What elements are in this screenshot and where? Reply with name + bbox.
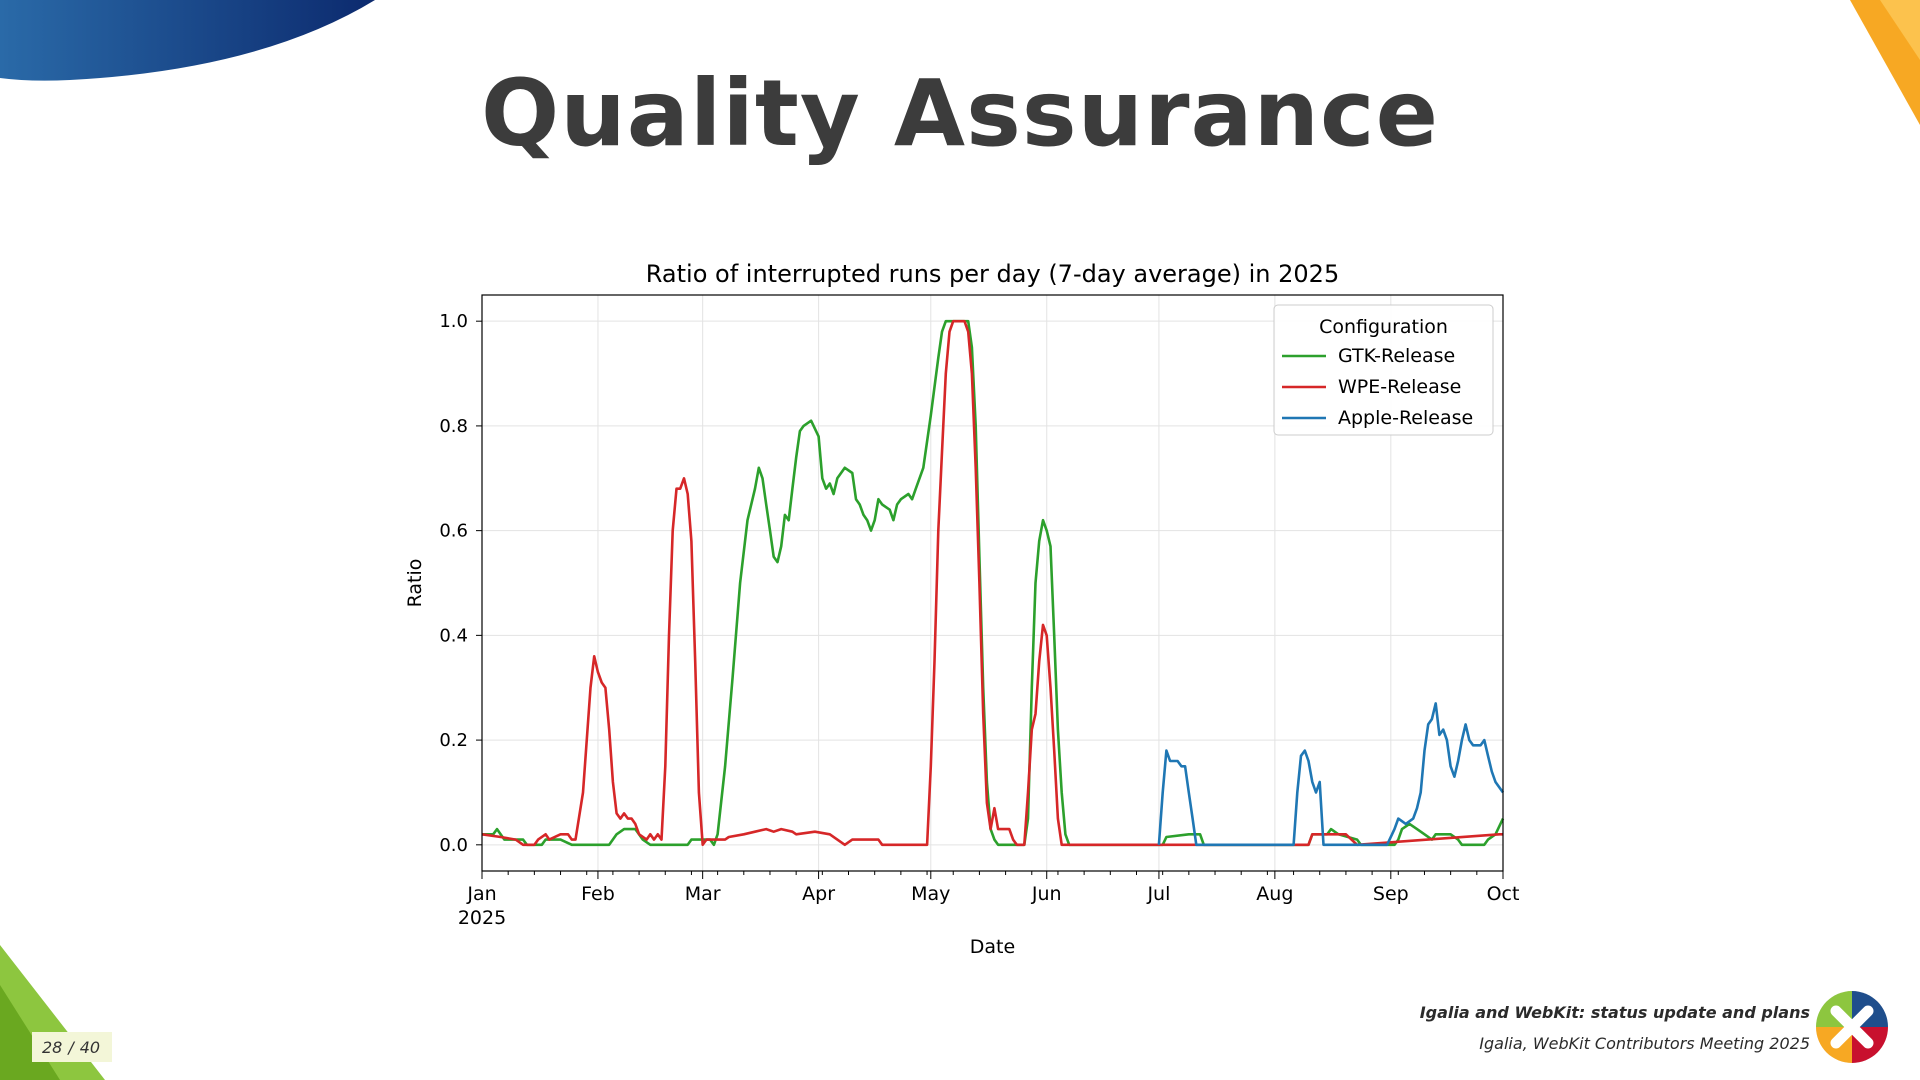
chart-title: Ratio of interrupted runs per day (7-day… [646, 260, 1339, 288]
x-tick-label: Sep [1373, 883, 1409, 905]
legend-box [1273, 304, 1494, 436]
legend-label-gtk-release: GTK-Release [1338, 345, 1455, 367]
slide-title: Quality Assurance [481, 60, 1439, 167]
x-tick-label: Mar [685, 883, 721, 905]
page-number: 28 / 40 [32, 1032, 112, 1062]
y-tick-label: 0.6 [439, 521, 468, 542]
top-right-orange-corner [1850, 0, 1920, 125]
series-line-apple-release [1157, 702, 1505, 847]
page-current: 28 [42, 1037, 63, 1057]
x-tick-label: Aug [1256, 883, 1293, 905]
x-tick-label: Jan [466, 883, 496, 905]
y-tick-label: 0.0 [439, 835, 468, 856]
x-tick-label: Apr [802, 883, 835, 905]
footer-subtitle: Igalia, WebKit Contributors Meeting 2025 [1479, 1034, 1810, 1053]
page-separator: / [68, 1037, 74, 1057]
page-total: 40 [79, 1037, 101, 1057]
x-axis-label: Date [970, 936, 1015, 958]
legend-label-wpe-release: WPE-Release [1338, 376, 1461, 398]
y-axis-label: Ratio [404, 559, 426, 608]
y-tick-label: 0.8 [439, 416, 468, 437]
y-tick-label: 0.4 [439, 625, 468, 646]
legend-title: Configuration [1319, 316, 1448, 338]
x-tick-label: Oct [1487, 883, 1520, 905]
series-line-wpe-release [481, 319, 1503, 847]
x-tick-label: Jun [1031, 883, 1062, 905]
legend-label-apple-release: Apple-Release [1338, 407, 1473, 429]
x-tick-label: May [911, 883, 950, 905]
y-tick-label: 0.2 [439, 730, 468, 751]
footer-title: Igalia and WebKit: status update and pla… [1419, 1003, 1810, 1022]
plot-frame [481, 294, 1504, 872]
x-tick-label: Feb [581, 883, 615, 905]
top-left-blue-band [0, 0, 375, 81]
igalia-logo-icon [1816, 991, 1888, 1063]
y-tick-label: 1.0 [439, 311, 468, 332]
x-tick-sublabel: 2025 [458, 907, 506, 929]
x-tick-label: Jul [1146, 883, 1170, 905]
